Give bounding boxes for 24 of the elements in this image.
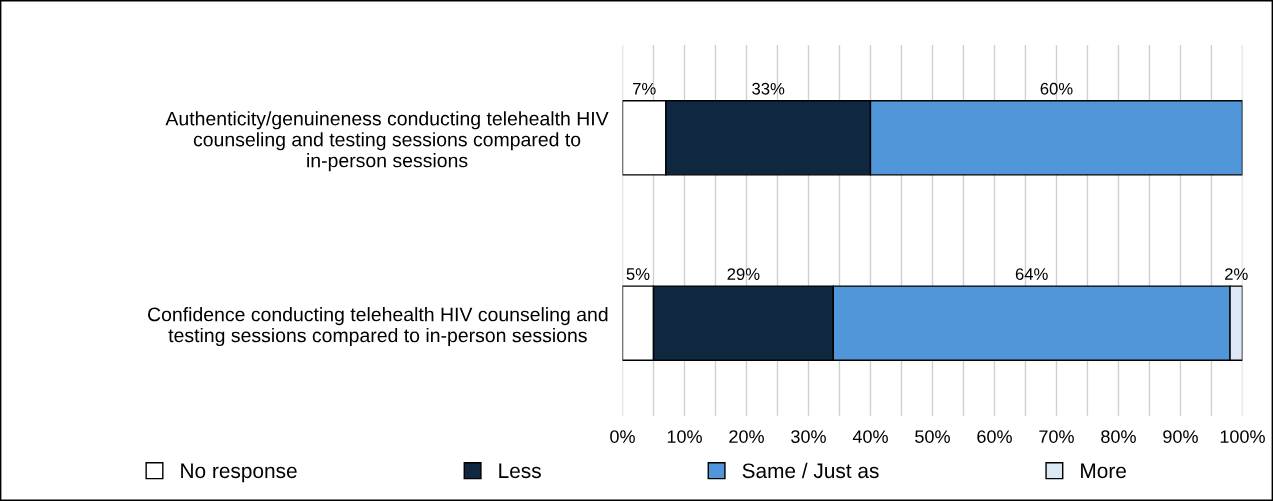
legend-label: Less [499,463,541,479]
x-tick-label: 90% [1163,430,1198,443]
x-tick-label: 10% [667,430,702,443]
data-label: 29% [727,268,760,280]
data-label: 2% [1225,268,1248,280]
x-tick-label: 0% [610,430,635,443]
x-tick-label: 30% [791,430,826,443]
x-tick-label: 20% [729,430,764,443]
data-label: 60% [1040,82,1073,95]
x-tick-label: 80% [1101,430,1136,443]
y-tick-label: Authenticity/genuineness conducting telehealth HIV counseling and testing sessions compared to in-person sessions [165,111,609,172]
x-tick-label: 70% [1039,430,1074,443]
data-label: 64% [1015,268,1048,280]
x-tick-label: 50% [915,430,950,443]
data-label: 5% [626,268,650,280]
y-tick-label: Confidence conducting telehealth HIV counseling and testing sessions compared to in-person sessions [148,307,608,347]
x-tick-label: 60% [977,430,1012,443]
data-label: 7% [633,82,656,95]
legend-label: Same / Just as [742,462,879,479]
x-tick-label: 100% [1220,430,1265,443]
data-label: 33% [752,82,785,95]
x-tick-label: 40% [852,430,888,443]
legend-label: No response [181,463,297,483]
legend-label: More [1081,463,1126,479]
